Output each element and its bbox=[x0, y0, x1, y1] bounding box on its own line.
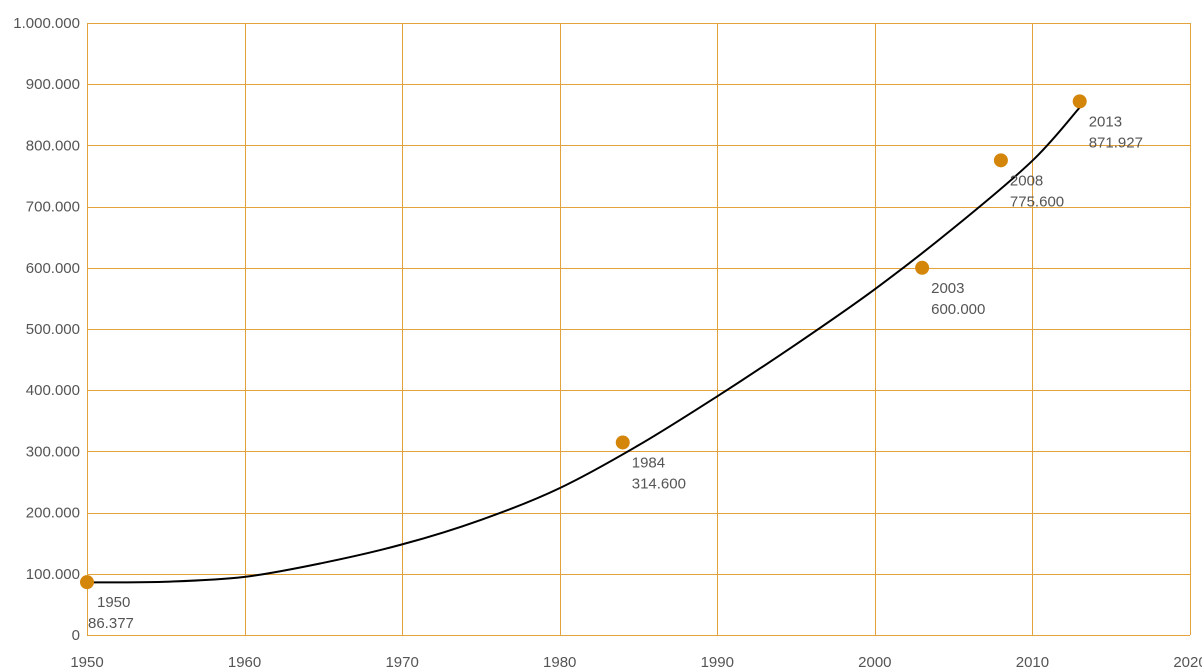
x-tick-label: 1950 bbox=[70, 654, 103, 671]
data-point-value-label: 775.600 bbox=[1010, 193, 1064, 210]
y-tick-label: 700.000 bbox=[26, 199, 80, 216]
grid-layer bbox=[87, 23, 1191, 636]
x-tick-label: 1960 bbox=[228, 654, 261, 671]
trend-line-layer bbox=[86, 106, 1081, 584]
data-point bbox=[993, 153, 1008, 168]
data-point-year-label: 2003 bbox=[931, 280, 964, 297]
trend-line bbox=[86, 106, 1081, 584]
y-tick-label: 0 bbox=[72, 627, 80, 644]
data-point-year-label: 1950 bbox=[97, 594, 130, 611]
y-tick-label: 900.000 bbox=[26, 76, 80, 93]
data-point-value-label: 86.377 bbox=[88, 615, 134, 632]
data-point-value-label: 314.600 bbox=[632, 475, 686, 492]
y-tick-label: 1.000.000 bbox=[13, 15, 80, 32]
y-axis-tick-labels: 0 100.000 200.000 300.000 400.000 500.000 600.… bbox=[13, 15, 80, 644]
data-point-year-label: 1984 bbox=[632, 454, 665, 471]
x-tick-label: 1990 bbox=[701, 654, 734, 671]
y-tick-label: 200.000 bbox=[26, 505, 80, 522]
x-tick-label: 2010 bbox=[1016, 654, 1049, 671]
data-point-year-label: 2013 bbox=[1089, 113, 1122, 130]
x-tick-label: 1980 bbox=[543, 654, 576, 671]
data-point bbox=[915, 260, 930, 275]
data-point-labels-layer: 1950 86.377 1984 314.600 2003 600.000 2008 775.… bbox=[88, 113, 1143, 632]
data-points-layer bbox=[80, 94, 1087, 590]
y-tick-label: 400.000 bbox=[26, 382, 80, 399]
x-tick-label: 2000 bbox=[858, 654, 891, 671]
y-tick-label: 500.000 bbox=[26, 321, 80, 338]
y-tick-label: 100.000 bbox=[26, 566, 80, 583]
data-point-value-label: 600.000 bbox=[931, 301, 985, 318]
data-point bbox=[615, 435, 630, 450]
y-tick-label: 600.000 bbox=[26, 260, 80, 277]
y-tick-label: 300.000 bbox=[26, 443, 80, 460]
y-tick-label: 800.000 bbox=[26, 137, 80, 154]
x-tick-label: 1970 bbox=[385, 654, 418, 671]
data-point bbox=[1072, 94, 1087, 109]
data-point-year-label: 2008 bbox=[1010, 172, 1043, 189]
data-point-value-label: 871.927 bbox=[1089, 134, 1143, 151]
data-point bbox=[80, 575, 94, 590]
